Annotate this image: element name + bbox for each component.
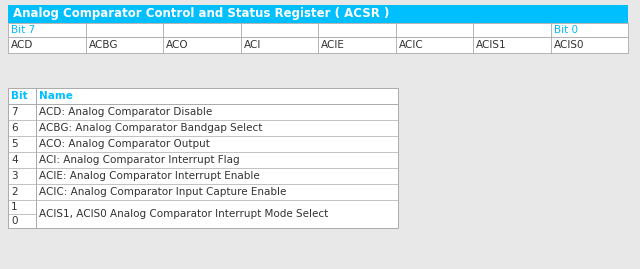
Text: Analog Comparator Control and Status Register ( ACSR ): Analog Comparator Control and Status Reg… (13, 8, 389, 20)
Text: 5: 5 (11, 139, 18, 149)
Text: ACIE: ACIE (321, 40, 345, 50)
Text: ACIS1: ACIS1 (476, 40, 507, 50)
Text: 3: 3 (11, 171, 18, 181)
Text: ACD: Analog Comparator Disable: ACD: Analog Comparator Disable (39, 107, 212, 117)
Text: ACBG: Analog Comparator Bandgap Select: ACBG: Analog Comparator Bandgap Select (39, 123, 262, 133)
Text: ACBG: ACBG (88, 40, 118, 50)
Text: ACD: ACD (11, 40, 33, 50)
Text: ACIC: Analog Comparator Input Capture Enable: ACIC: Analog Comparator Input Capture En… (39, 187, 286, 197)
Text: ACIS1, ACIS0 Analog Comparator Interrupt Mode Select: ACIS1, ACIS0 Analog Comparator Interrupt… (39, 209, 328, 219)
Text: 0: 0 (11, 216, 17, 226)
Text: ACO: ACO (166, 40, 189, 50)
Text: 1: 1 (11, 202, 18, 212)
Text: ACI: ACI (243, 40, 261, 50)
Text: 2: 2 (11, 187, 18, 197)
Text: Bit 0: Bit 0 (554, 25, 577, 35)
Text: ACIC: ACIC (399, 40, 423, 50)
Text: Name: Name (39, 91, 73, 101)
Text: Bit: Bit (11, 91, 28, 101)
Bar (8, 5, 628, 23)
Text: ACI: Analog Comparator Interrupt Flag: ACI: Analog Comparator Interrupt Flag (39, 155, 239, 165)
Text: ACIS0: ACIS0 (554, 40, 584, 50)
Bar (8, 37, 628, 53)
Bar (8, 23, 628, 37)
Text: ACIE: Analog Comparator Interrupt Enable: ACIE: Analog Comparator Interrupt Enable (39, 171, 260, 181)
Text: 4: 4 (11, 155, 18, 165)
Text: Bit 7: Bit 7 (11, 25, 35, 35)
Text: 7: 7 (11, 107, 18, 117)
Bar (8, 88, 398, 228)
Text: 6: 6 (11, 123, 18, 133)
Text: ACO: Analog Comparator Output: ACO: Analog Comparator Output (39, 139, 210, 149)
